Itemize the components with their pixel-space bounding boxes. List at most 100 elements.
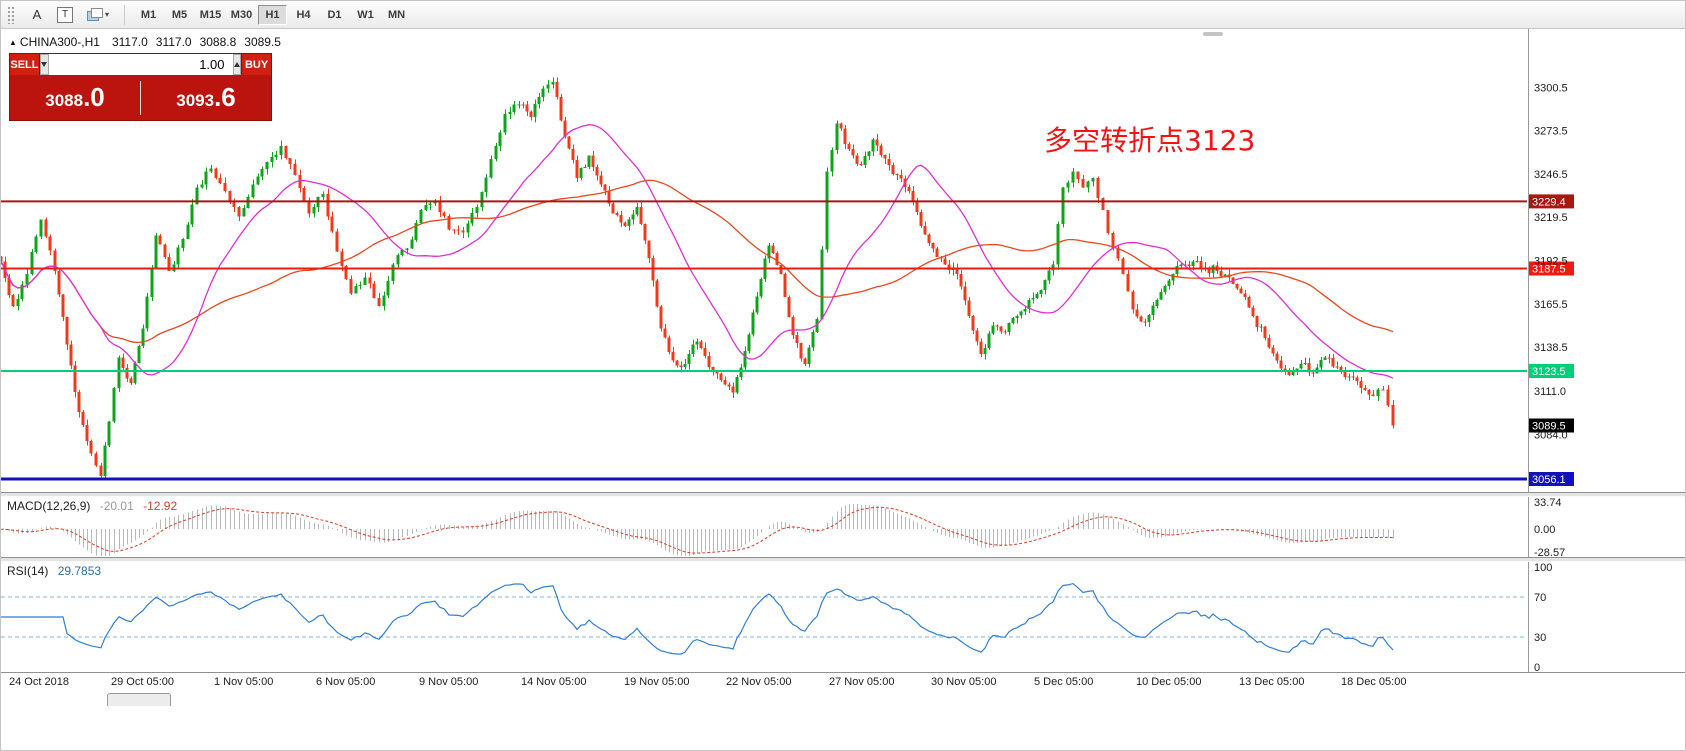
ohlc-high: 3117.0 — [155, 35, 192, 49]
macd-chart[interactable]: 33.74 0.00 -28.57 — [1, 497, 1686, 557]
timeframe-group: M1 M5 M15 M30 H1 H4 D1 W1 MN — [133, 4, 412, 25]
bottom-strip — [1, 693, 1685, 750]
bid-price[interactable]: 3088.0 — [10, 82, 140, 113]
hline-3229.4[interactable]: 3229.4 — [1, 194, 1574, 209]
symbol-timeframe-label: CHINA300-,H1 — [19, 35, 100, 49]
chart-scroll-thumb[interactable] — [1203, 32, 1223, 36]
y-axis-tick: 3138.5 — [1534, 342, 1568, 354]
text-tool-icon: T — [57, 6, 73, 23]
x-axis-label: 29 Oct 05:00 — [111, 676, 174, 688]
toolbar-separator — [124, 4, 125, 25]
one-click-trading-panel: SELL BUY 3088.0 3093.6 — [9, 53, 272, 121]
x-axis-label: 10 Dec 05:00 — [1136, 676, 1202, 688]
sell-button[interactable]: SELL — [10, 54, 40, 75]
rsi-axis-label: 30 — [1534, 632, 1546, 644]
cursor-tool-button[interactable]: A — [24, 4, 50, 26]
lot-size-input[interactable] — [48, 54, 233, 75]
text-tool-button[interactable]: T — [52, 4, 78, 26]
rsi-axis-label: 100 — [1534, 562, 1552, 574]
timeframe-mn-button[interactable]: MN — [382, 5, 411, 25]
current-price-tag: 3089.5 — [1529, 418, 1574, 433]
hline-3123.5[interactable]: 3123.5 — [1, 364, 1574, 378]
x-axis-label: 19 Nov 05:00 — [624, 676, 690, 688]
x-axis-label: 30 Nov 05:00 — [931, 676, 997, 688]
hline-3056.1[interactable]: 3056.1 — [1, 472, 1574, 486]
timeframe-h1-button[interactable]: H1 — [258, 4, 287, 25]
rsi-chart[interactable]: 100 70 30 0 — [1, 562, 1686, 672]
price-chart[interactable]: 3229.4 3187.5 3123.5 3056.1 3089.5 3300.5 3273… — [1, 29, 1686, 492]
lot-decrease-button[interactable] — [39, 54, 49, 75]
cursor-tool-label: A — [32, 7, 42, 22]
x-axis-label: 5 Dec 05:00 — [1034, 676, 1094, 688]
svg-text:3123.5: 3123.5 — [1532, 366, 1566, 378]
trade-prices-row: 3088.0 3093.6 — [10, 75, 271, 120]
time-axis: 24 Oct 2018 29 Oct 05:00 1 Nov 05:00 6 Nov … — [1, 674, 1685, 692]
caret-up-icon — [233, 62, 240, 67]
x-axis-label: 14 Nov 05:00 — [521, 676, 587, 688]
time-axis-line — [1, 672, 1685, 673]
toolbar-drag-handle-icon[interactable] — [7, 5, 16, 24]
x-axis-label: 6 Nov 05:00 — [316, 676, 376, 688]
y-axis-tick: 3219.5 — [1534, 212, 1568, 224]
y-axis-tick: 3111.0 — [1534, 386, 1566, 398]
y-axis-tick: 3192.5 — [1534, 256, 1568, 268]
x-axis-label: 24 Oct 2018 — [9, 676, 69, 688]
toolbar: A T ▾ M1 M5 M15 M30 H1 H4 D1 W1 MN — [1, 1, 1685, 29]
timeframe-m1-button[interactable]: M1 — [134, 5, 163, 25]
chart-tab[interactable] — [107, 693, 171, 706]
lot-increase-button[interactable] — [232, 54, 242, 75]
macd-main-value: -20.01 — [99, 499, 134, 513]
timeframe-m30-button[interactable]: M30 — [227, 5, 256, 25]
rsi-axis-label: 70 — [1534, 592, 1546, 604]
svg-text:3089.5: 3089.5 — [1532, 421, 1566, 433]
y-axis-tick: 3246.5 — [1534, 169, 1568, 181]
trade-controls-row: SELL BUY — [10, 54, 271, 75]
x-axis-label: 9 Nov 05:00 — [419, 676, 479, 688]
x-axis-label: 22 Nov 05:00 — [726, 676, 792, 688]
timeframe-m5-button[interactable]: M5 — [165, 5, 194, 25]
timeframe-w1-button[interactable]: W1 — [351, 5, 380, 25]
hline-3187.5[interactable]: 3187.5 — [1, 261, 1574, 276]
x-axis-label: 1 Nov 05:00 — [214, 676, 274, 688]
macd-name: MACD(12,26,9) — [7, 499, 91, 513]
y-axis-tick: 3273.5 — [1534, 126, 1568, 138]
macd-axis-label: 0.00 — [1534, 524, 1555, 536]
chart-annotation[interactable]: 多空转折点3123 — [1044, 124, 1256, 157]
chevron-down-icon: ▾ — [104, 10, 109, 19]
bid-big-digits: .0 — [83, 82, 105, 112]
buy-button[interactable]: BUY — [241, 54, 271, 75]
panel-divider[interactable] — [1, 492, 1685, 497]
x-axis-label: 27 Nov 05:00 — [829, 676, 895, 688]
indicators-button[interactable]: ▾ — [80, 4, 116, 26]
rsi-name: RSI(14) — [7, 564, 49, 578]
timeframe-d1-button[interactable]: D1 — [320, 5, 349, 25]
y-axis-tick: 3084.0 — [1534, 429, 1568, 441]
rsi-label: RSI(14) 29.7853 — [7, 564, 101, 578]
macd-histogram — [5, 503, 1394, 556]
timeframe-m15-button[interactable]: M15 — [196, 5, 225, 25]
rsi-value: 29.7853 — [57, 564, 102, 578]
ohlc-close: 3089.5 — [244, 35, 281, 49]
collapse-triangle-icon[interactable]: ▲ — [9, 37, 17, 47]
svg-text:3229.4: 3229.4 — [1532, 196, 1566, 208]
timeframe-h4-button[interactable]: H4 — [289, 5, 318, 25]
chart-title: ▲ CHINA300-,H1 3117.0 3117.0 3088.8 3089… — [9, 35, 289, 49]
rsi-axis-label: 0 — [1534, 662, 1540, 672]
y-axis-tick: 3300.5 — [1534, 83, 1568, 95]
price-divider — [140, 80, 141, 115]
svg-text:3056.1: 3056.1 — [1532, 474, 1566, 486]
ohlc-low: 3088.8 — [199, 35, 237, 49]
ask-price[interactable]: 3093.6 — [141, 82, 271, 113]
svg-text:3187.5: 3187.5 — [1532, 264, 1566, 276]
layers-icon — [86, 8, 103, 21]
macd-signal-value: -12.92 — [143, 499, 178, 513]
y-axis-tick: 3165.5 — [1534, 299, 1568, 311]
x-axis-label: 13 Dec 05:00 — [1239, 676, 1305, 688]
bid-main-digits: 3088 — [45, 91, 84, 110]
caret-down-icon — [41, 62, 48, 67]
ask-big-digits: .6 — [214, 82, 236, 112]
x-axis-label: 18 Dec 05:00 — [1341, 676, 1407, 688]
panel-divider[interactable] — [1, 557, 1685, 562]
ohlc-open: 3117.0 — [111, 35, 148, 49]
